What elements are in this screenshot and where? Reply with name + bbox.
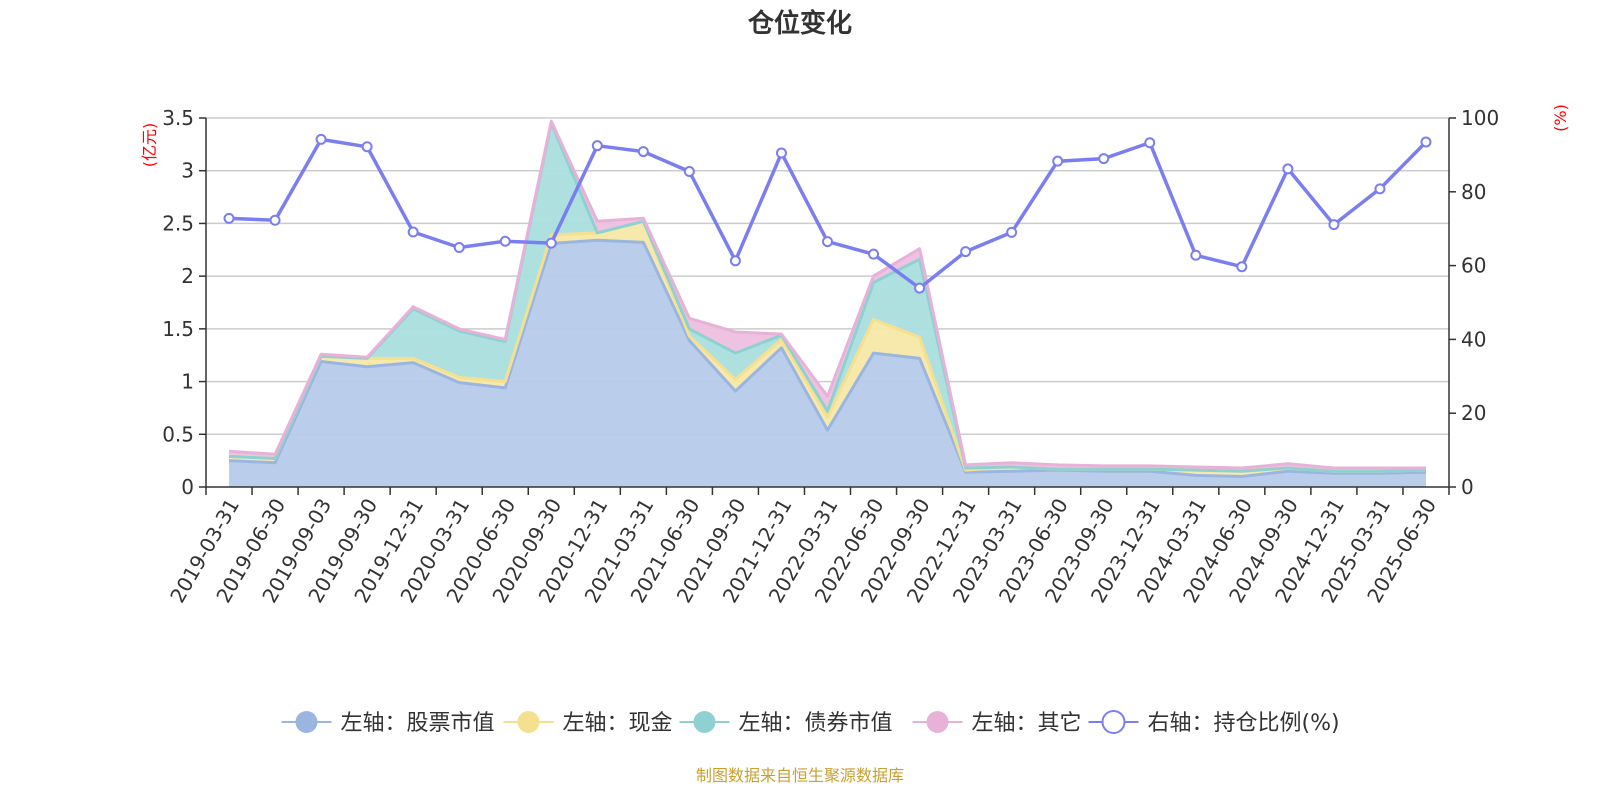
ratio-point[interactable] [269, 214, 281, 226]
right-axis-tick-label: 100 [1461, 106, 1499, 130]
ratio-point[interactable] [453, 242, 465, 254]
left-axis-tick-label: 3.5 [162, 106, 194, 130]
ratio-point[interactable] [1190, 249, 1202, 261]
legend-label: 右轴：持仓比例(%) [1148, 711, 1340, 736]
area-edge-左轴：债券市值 [228, 121, 1427, 473]
legend-label: 左轴：股票市值 [341, 711, 495, 736]
area-左轴：其它 [229, 121, 1426, 472]
ratio-point[interactable] [914, 282, 926, 294]
ratio-point[interactable] [822, 236, 833, 248]
ratio-point[interactable] [407, 226, 419, 238]
right-axis-tick-label: 20 [1461, 401, 1486, 425]
ratio-point[interactable] [545, 237, 557, 249]
ratio-point[interactable] [223, 212, 235, 224]
ratio-point[interactable] [361, 141, 373, 153]
left-axis-tick-label: 1.5 [162, 317, 194, 341]
left-axis-tick-label: 2.5 [162, 211, 194, 235]
right-axis-tick-label: 40 [1461, 327, 1486, 351]
left-axis-tick-label: 2 [181, 264, 194, 288]
legend-marker [1101, 710, 1126, 734]
ratio-point[interactable] [683, 166, 695, 178]
legend-label: 左轴：债券市值 [739, 711, 893, 736]
left-axis-unit: (亿元) [140, 123, 159, 168]
legend-marker [926, 711, 949, 733]
chart-title: 仓位变化 [747, 8, 852, 39]
legend-item[interactable]: 左轴：其它 [912, 711, 1082, 736]
area-左轴：股票市值 [229, 240, 1426, 487]
ratio-point[interactable] [591, 140, 603, 152]
right-axis-unit: (%) [1551, 104, 1570, 132]
ratio-point[interactable] [1374, 183, 1386, 195]
right-axis-tick-label: 0 [1461, 475, 1474, 499]
ratio-point[interactable] [729, 255, 741, 267]
stacked-areas [228, 119, 1427, 487]
ratio-point[interactable] [1282, 163, 1294, 175]
legend: 左轴：股票市值 左轴：现金 左轴：债券市值 左轴：其它 右轴：持仓比例(%) [281, 710, 1340, 736]
ratio-point[interactable] [868, 248, 880, 260]
ratio-line [223, 133, 1432, 294]
legend-marker [693, 711, 716, 733]
legend-item[interactable]: 左轴：现金 [503, 711, 673, 736]
right-axis-tick-label: 60 [1461, 254, 1486, 278]
ratio-point[interactable] [960, 246, 972, 258]
ratio-point[interactable] [315, 133, 327, 145]
left-axis-tick-label: 1 [181, 370, 194, 394]
ratio-point[interactable] [637, 146, 649, 158]
ratio-point[interactable] [1052, 155, 1064, 167]
left-axis-tick-label: 0 [181, 475, 194, 499]
left-axis-tick-label: 0.5 [162, 422, 194, 446]
source-note: 制图数据来自恒生聚源数据库 [696, 766, 904, 785]
area-左轴：现金 [229, 221, 1426, 477]
ratio-point[interactable] [1006, 226, 1018, 238]
ratio-point[interactable] [1328, 219, 1340, 231]
area-edge-左轴：股票市值 [228, 238, 1427, 478]
legend-item[interactable]: 左轴：债券市值 [679, 711, 893, 736]
ratio-point[interactable] [499, 235, 511, 247]
ratio-point[interactable] [775, 147, 787, 159]
right-axis-tick-label: 80 [1461, 180, 1486, 204]
legend-item[interactable]: 右轴：持仓比例(%) [1088, 710, 1340, 736]
legend-item[interactable]: 左轴：股票市值 [281, 711, 495, 736]
area-edge-左轴：其它 [228, 119, 1426, 470]
legend-marker [295, 711, 318, 733]
legend-label: 左轴：现金 [563, 711, 673, 736]
legend-marker [517, 711, 540, 733]
ratio-point[interactable] [1144, 137, 1156, 149]
ratio-point[interactable] [1098, 153, 1110, 165]
ratio-point[interactable] [1236, 261, 1248, 273]
legend-label: 左轴：其它 [972, 711, 1082, 736]
left-axis-tick-label: 3 [181, 159, 194, 183]
ratio-point[interactable] [1420, 136, 1432, 148]
